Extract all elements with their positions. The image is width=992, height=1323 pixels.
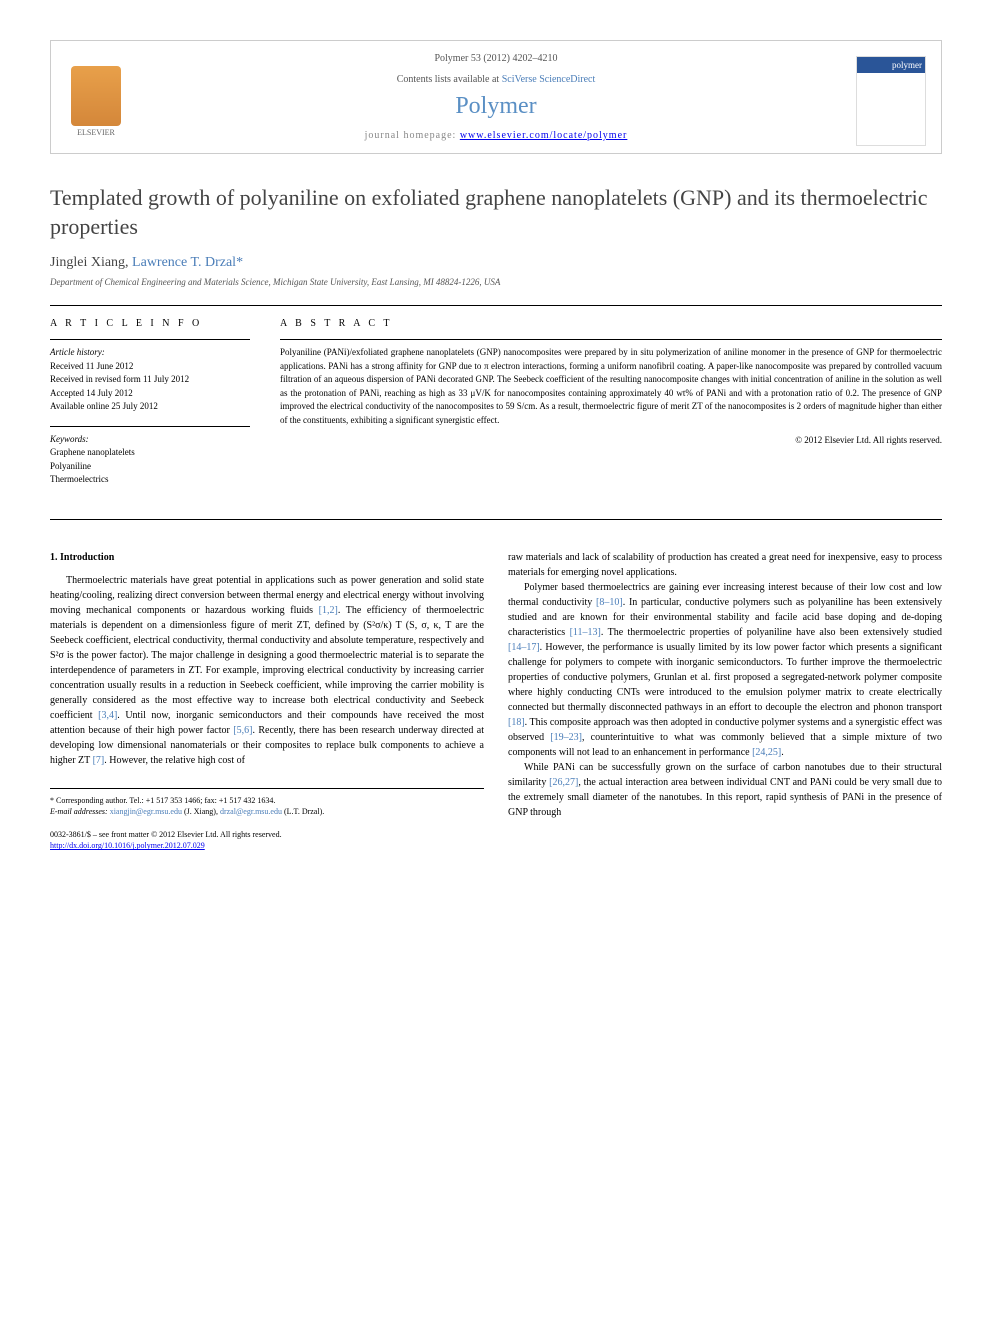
corresponding-marker[interactable]: * <box>236 255 243 270</box>
elsevier-logo: ELSEVIER <box>66 66 126 136</box>
ref-link[interactable]: [1,2] <box>319 605 338 616</box>
bottom-meta: 0032-3861/$ – see front matter © 2012 El… <box>50 829 484 851</box>
journal-header: ELSEVIER polymer Polymer 53 (2012) 4202–… <box>50 40 942 154</box>
keywords-block: Keywords: Graphene nanoplatelets Polyani… <box>50 426 250 487</box>
article-title: Templated growth of polyaniline on exfol… <box>50 184 942 241</box>
issn-line: 0032-3861/$ – see front matter © 2012 El… <box>50 829 484 840</box>
author-2[interactable]: Lawrence T. Drzal <box>132 255 236 270</box>
email-label: E-mail addresses: <box>50 807 110 816</box>
col2-paragraph-3: While PANi can be successfully grown on … <box>508 760 942 820</box>
ref-link[interactable]: [3,4] <box>98 710 117 721</box>
article-history: Article history: Received 11 June 2012 R… <box>50 339 250 414</box>
section-heading-intro: 1. Introduction <box>50 550 484 565</box>
author-list: Jinglei Xiang, Lawrence T. Drzal* <box>50 255 942 271</box>
ref-link[interactable]: [14–17] <box>508 642 540 653</box>
author-1: Jinglei Xiang, <box>50 255 132 270</box>
history-label: Article history: <box>50 347 105 357</box>
email-link-1[interactable]: xiangjin@egr.msu.edu <box>110 807 182 816</box>
online-date: Available online 25 July 2012 <box>50 401 158 411</box>
body-text: 1. Introduction Thermoelectric materials… <box>50 550 942 852</box>
ref-link[interactable]: [8–10] <box>596 597 623 608</box>
journal-title: Polymer <box>71 93 921 120</box>
homepage-link[interactable]: www.elsevier.com/locate/polymer <box>460 130 628 141</box>
journal-homepage: journal homepage: www.elsevier.com/locat… <box>71 130 921 141</box>
abstract-text: Polyaniline (PANi)/exfoliated graphene n… <box>280 339 942 427</box>
keywords-label: Keywords: <box>50 434 89 444</box>
contents-prefix: Contents lists available at <box>397 74 502 85</box>
homepage-prefix: journal homepage: <box>365 130 460 141</box>
keyword-1: Graphene nanoplatelets <box>50 447 135 457</box>
publisher-name: ELSEVIER <box>66 128 126 137</box>
article-info: A R T I C L E I N F O Article history: R… <box>50 318 250 499</box>
divider <box>50 305 942 306</box>
ref-link[interactable]: [24,25] <box>752 747 781 758</box>
doi-link[interactable]: http://dx.doi.org/10.1016/j.polymer.2012… <box>50 841 205 850</box>
keyword-2: Polyaniline <box>50 461 91 471</box>
email-link-2[interactable]: drzal@egr.msu.edu <box>220 807 282 816</box>
corresponding-author-footer: * Corresponding author. Tel.: +1 517 353… <box>50 788 484 817</box>
ref-link[interactable]: [26,27] <box>549 777 578 788</box>
ref-link[interactable]: [18] <box>508 717 525 728</box>
contents-available: Contents lists available at SciVerse Sci… <box>71 74 921 85</box>
received-date: Received 11 June 2012 <box>50 361 133 371</box>
divider-2 <box>50 519 942 520</box>
column-right: raw materials and lack of scalability of… <box>508 550 942 852</box>
affiliation: Department of Chemical Engineering and M… <box>50 277 942 287</box>
citation: Polymer 53 (2012) 4202–4210 <box>71 53 921 64</box>
ref-link[interactable]: [19–23] <box>550 732 582 743</box>
ref-link[interactable]: [5,6] <box>233 725 252 736</box>
email-line: E-mail addresses: xiangjin@egr.msu.edu (… <box>50 806 484 817</box>
abstract-copyright: © 2012 Elsevier Ltd. All rights reserved… <box>280 435 942 445</box>
cover-label: polymer <box>857 57 925 73</box>
intro-paragraph-1: Thermoelectric materials have great pote… <box>50 573 484 768</box>
abstract-heading: A B S T R A C T <box>280 318 942 329</box>
column-left: 1. Introduction Thermoelectric materials… <box>50 550 484 852</box>
info-abstract-row: A R T I C L E I N F O Article history: R… <box>50 318 942 499</box>
sciencedirect-link[interactable]: SciVerse ScienceDirect <box>502 74 596 85</box>
keyword-3: Thermoelectrics <box>50 474 108 484</box>
journal-cover-thumbnail: polymer <box>856 56 926 146</box>
ref-link[interactable]: [11–13] <box>570 627 601 638</box>
col2-paragraph-1: raw materials and lack of scalability of… <box>508 550 942 580</box>
corresponding-info: * Corresponding author. Tel.: +1 517 353… <box>50 795 484 806</box>
col2-paragraph-2: Polymer based thermoelectrics are gainin… <box>508 580 942 760</box>
ref-link[interactable]: [7] <box>93 755 105 766</box>
accepted-date: Accepted 14 July 2012 <box>50 388 133 398</box>
article-info-heading: A R T I C L E I N F O <box>50 318 250 329</box>
revised-date: Received in revised form 11 July 2012 <box>50 374 189 384</box>
abstract: A B S T R A C T Polyaniline (PANi)/exfol… <box>280 318 942 499</box>
